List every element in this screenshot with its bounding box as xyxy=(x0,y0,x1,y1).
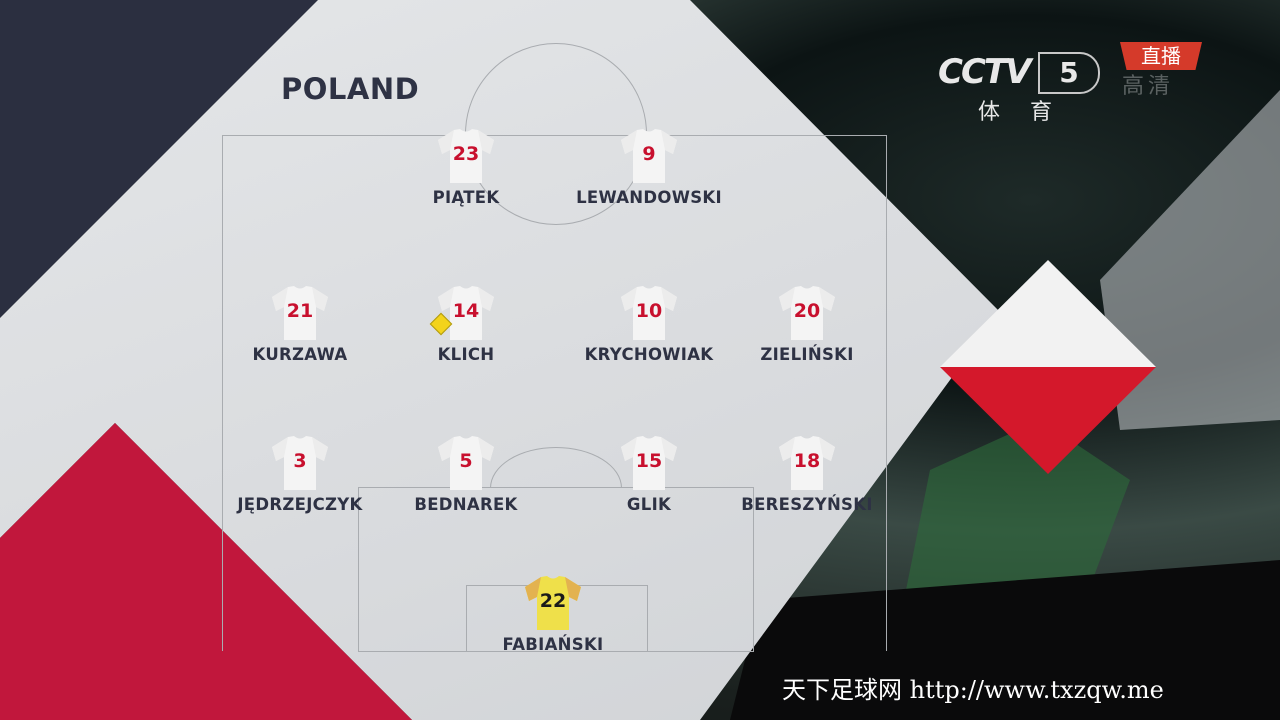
player-outfield: 18 BERESZYŃSKI xyxy=(707,435,907,514)
player-name: LEWANDOWSKI xyxy=(576,188,722,207)
shirt-number: 21 xyxy=(286,300,314,322)
player-name: BEDNAREK xyxy=(414,495,518,514)
shirt-number: 23 xyxy=(452,143,480,165)
shirt-icon: 20 xyxy=(777,285,837,341)
player-outfield: 9 LEWANDOWSKI xyxy=(549,128,749,207)
shirt-number: 18 xyxy=(793,450,821,472)
shirt-icon: 5 xyxy=(436,435,496,491)
player-outfield: 5 BEDNAREK xyxy=(366,435,566,514)
shirt-icon: 15 xyxy=(619,435,679,491)
shirt-icon: 14 xyxy=(436,285,496,341)
shirt-number: 3 xyxy=(293,450,307,472)
shirt-icon: 9 xyxy=(619,128,679,184)
shirt-icon: 23 xyxy=(436,128,496,184)
player-outfield: 21 KURZAWA xyxy=(200,285,400,364)
player-name: JĘDRZEJCZYK xyxy=(237,495,363,514)
shirt-icon: 22 xyxy=(523,575,583,631)
watermark: 天下足球网 http://www.txzqw.me xyxy=(782,676,1164,704)
live-badge: 直播 xyxy=(1120,42,1202,70)
shirt-number: 22 xyxy=(539,590,567,612)
shirt-number: 20 xyxy=(793,300,821,322)
shirt-number: 15 xyxy=(635,450,663,472)
team-name: POLAND xyxy=(281,72,420,106)
shirt-icon: 3 xyxy=(270,435,330,491)
channel-name: 体育 xyxy=(978,100,1083,125)
shirt-icon: 21 xyxy=(270,285,330,341)
player-outfield: 15 GLIK xyxy=(549,435,749,514)
player-outfield: 20 ZIELIŃSKI xyxy=(707,285,907,364)
player-name: KLICH xyxy=(437,345,495,364)
cctv-logo-text: CCTV xyxy=(938,52,1031,92)
player-outfield: 23 PIĄTEK xyxy=(366,128,566,207)
cctv5-logo: CCTV 5 体育 xyxy=(938,52,1100,125)
shirt-icon: 18 xyxy=(777,435,837,491)
player-goalkeeper: 22 FABIAŃSKI xyxy=(453,575,653,654)
player-outfield: 10 KRYCHOWIAK xyxy=(549,285,749,364)
player-outfield: 14 KLICH xyxy=(366,285,566,364)
player-outfield: 3 JĘDRZEJCZYK xyxy=(200,435,400,514)
channel-number: 5 xyxy=(1038,52,1100,94)
player-name: GLIK xyxy=(626,495,672,514)
player-name: FABIAŃSKI xyxy=(502,635,604,654)
hd-label: 高清 xyxy=(1122,74,1175,99)
player-name: ZIELIŃSKI xyxy=(760,345,854,364)
shirt-number: 5 xyxy=(459,450,473,472)
shirt-icon: 10 xyxy=(619,285,679,341)
player-name: BERESZYŃSKI xyxy=(741,495,873,514)
player-name: PIĄTEK xyxy=(432,188,500,207)
shirt-number: 10 xyxy=(635,300,663,322)
player-name: KRYCHOWIAK xyxy=(584,345,714,364)
shirt-number: 14 xyxy=(452,300,480,322)
player-name: KURZAWA xyxy=(252,345,348,364)
shirt-number: 9 xyxy=(642,143,656,165)
